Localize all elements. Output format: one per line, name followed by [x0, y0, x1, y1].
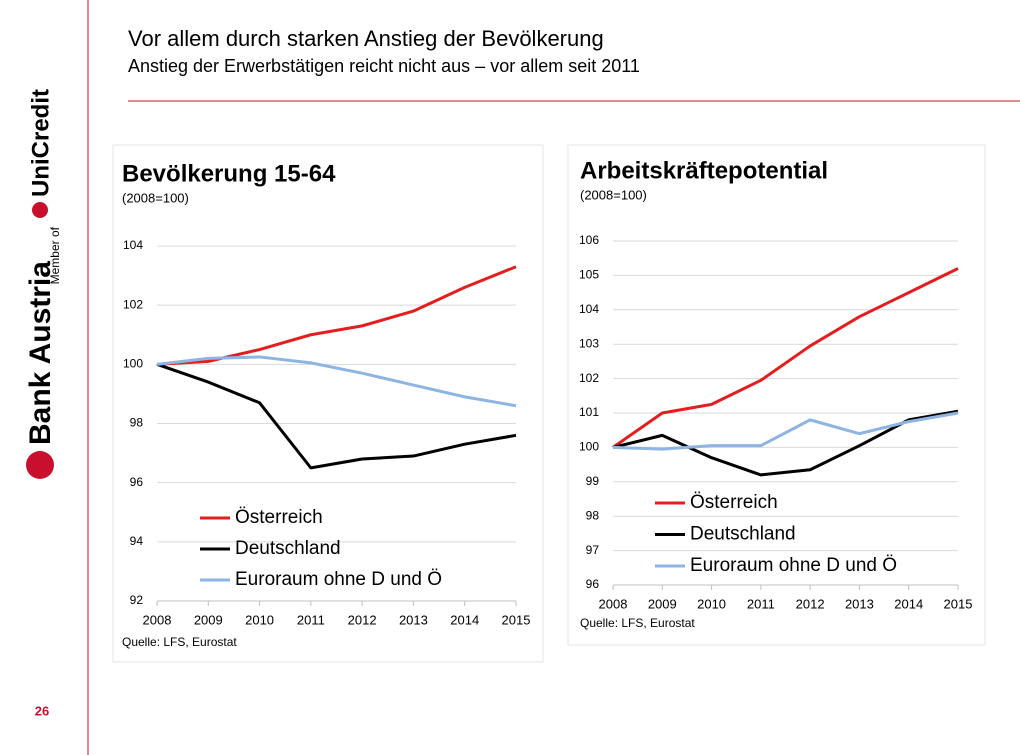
y-tick-label: 99: [586, 474, 600, 488]
x-tick-label: 2011: [297, 612, 325, 627]
y-tick-label: 97: [586, 543, 600, 557]
y-tick-label: 98: [130, 416, 144, 430]
y-tick-label: 103: [579, 336, 599, 350]
page-number: 26: [35, 703, 49, 718]
chart-source: Quelle: LFS, Eurostat: [580, 616, 695, 630]
y-tick-label: 102: [123, 297, 143, 311]
x-tick-label: 2010: [245, 612, 274, 627]
x-tick-label: 2015: [944, 596, 973, 611]
x-tick-label: 2013: [845, 596, 874, 611]
y-tick-label: 100: [579, 440, 599, 454]
y-tick-label: 102: [579, 371, 599, 385]
logo-mark: [26, 451, 54, 479]
chart-source: Quelle: LFS, Eurostat: [122, 635, 237, 649]
y-tick-label: 105: [579, 268, 599, 282]
legend-label: Deutschland: [690, 524, 796, 545]
legend-label: Euroraum ohne D und Ö: [690, 555, 897, 576]
chart-title: Arbeitskräftepotential: [580, 157, 828, 184]
y-tick-label: 104: [579, 302, 599, 316]
x-tick-label: 2013: [399, 612, 428, 627]
legend-label: Euroraum ohne D und Ö: [235, 569, 442, 590]
y-tick-label: 104: [123, 238, 143, 252]
y-tick-label: 94: [130, 534, 144, 548]
chart-subtitle: (2008=100): [580, 187, 647, 202]
logo-brand: Bank Austria: [24, 261, 57, 445]
y-tick-label: 92: [130, 593, 144, 607]
x-tick-label: 2011: [747, 596, 775, 611]
y-tick-label: 98: [586, 508, 600, 522]
series-line: [156, 362, 517, 470]
x-tick-label: 2015: [502, 612, 531, 627]
legend-label: Österreich: [235, 507, 323, 528]
chart-frame: [112, 144, 544, 663]
x-tick-label: 2014: [450, 612, 479, 627]
y-tick-label: 96: [130, 475, 144, 489]
y-tick-label: 106: [579, 233, 599, 247]
x-tick-label: 2012: [796, 596, 825, 611]
chart-title: Bevölkerung 15-64: [122, 160, 336, 187]
series-line: [156, 265, 517, 366]
logo-group: UniCredit: [27, 89, 54, 197]
logo: Bank Austria Member of UniCredit: [24, 89, 62, 479]
x-tick-label: 2009: [648, 596, 677, 611]
slide-subtitle: Anstieg der Erwerbstätigen reicht nicht …: [128, 56, 640, 76]
x-tick-label: 2008: [599, 596, 628, 611]
chart-subtitle: (2008=100): [122, 190, 189, 205]
x-tick-label: 2008: [143, 612, 172, 627]
legend-label: Österreich: [690, 492, 778, 513]
series-line: [156, 355, 517, 408]
x-tick-label: 2009: [194, 612, 223, 627]
x-tick-label: 2012: [348, 612, 377, 627]
series-line: [612, 267, 959, 449]
logo-mark-small: [32, 202, 48, 218]
y-tick-label: 96: [586, 577, 600, 591]
legend-label: Deutschland: [235, 538, 341, 559]
y-tick-label: 101: [579, 405, 599, 419]
x-tick-label: 2010: [697, 596, 726, 611]
slide-title: Vor allem durch starken Anstieg der Bevö…: [128, 26, 604, 51]
x-tick-label: 2014: [894, 596, 923, 611]
series-line: [612, 411, 959, 451]
chart-frame: [567, 144, 986, 646]
logo-member: Member of: [48, 226, 62, 284]
y-tick-label: 100: [123, 357, 143, 371]
